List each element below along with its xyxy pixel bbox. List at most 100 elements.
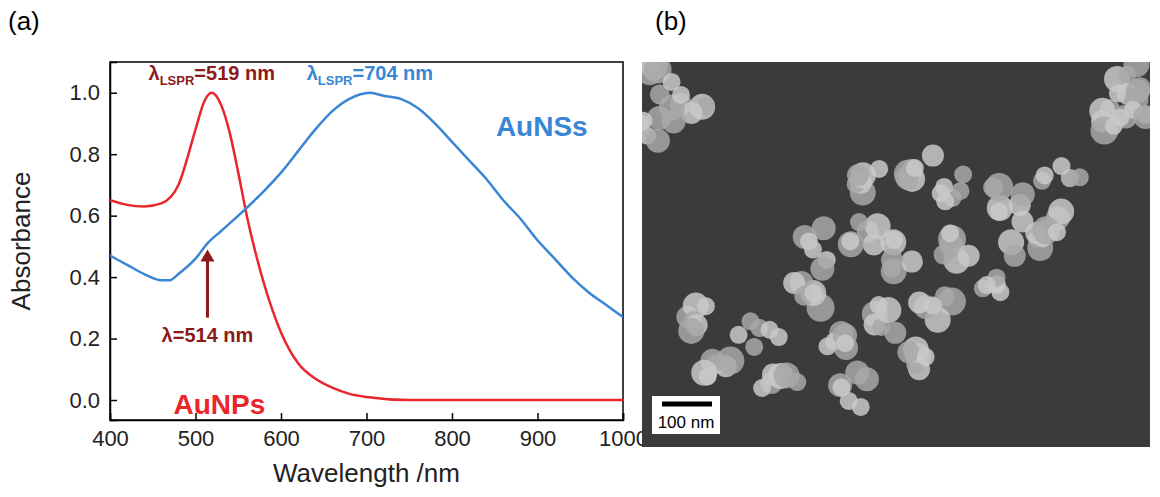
particle <box>884 322 906 344</box>
y-tick: 0.6 <box>69 203 117 228</box>
particle <box>646 129 670 153</box>
x-tick: 700 <box>349 413 386 451</box>
particle <box>954 165 972 183</box>
particle <box>800 232 818 250</box>
x-tick-mark <box>623 413 625 420</box>
annotation-text: λ <box>307 62 318 84</box>
annotation-arrow <box>206 259 209 317</box>
particle <box>934 245 954 265</box>
x-tick-mark <box>537 413 539 420</box>
y-tick: 0.0 <box>69 388 117 413</box>
particle <box>897 341 919 363</box>
x-tick-label: 900 <box>520 426 557 451</box>
particle <box>1048 223 1066 241</box>
annotation-text: λ <box>149 62 160 84</box>
particle <box>985 173 1013 201</box>
particle <box>672 86 690 104</box>
x-tick-label: 500 <box>178 426 215 451</box>
y-tick: 1.0 <box>69 80 117 105</box>
figure: 40050060070080090010000.00.20.40.60.81.0… <box>0 0 1160 497</box>
particle <box>753 379 771 397</box>
particle <box>836 334 854 352</box>
particle <box>850 213 868 231</box>
particle <box>841 232 859 250</box>
particle <box>742 312 760 330</box>
particle <box>774 362 800 388</box>
annotation: λLSPR=519 nm <box>149 62 275 88</box>
x-tick: 600 <box>263 413 300 451</box>
y-tick-mark <box>110 277 117 279</box>
x-tick: 800 <box>434 413 471 451</box>
y-axis: 0.00.20.40.60.81.0 <box>69 63 117 421</box>
x-tick-mark <box>366 413 368 420</box>
particle <box>819 337 837 355</box>
particle <box>845 360 869 384</box>
x-tick-label: 600 <box>263 426 300 451</box>
annotation-arrowhead <box>200 249 214 261</box>
particle <box>1123 62 1149 77</box>
particle <box>697 297 715 315</box>
series-line <box>110 93 623 317</box>
annotation-sub: LSPR <box>160 73 195 88</box>
particle <box>1109 84 1127 102</box>
particle <box>804 284 822 302</box>
particle <box>1111 109 1129 127</box>
particle <box>936 192 954 210</box>
particle <box>941 224 959 242</box>
particle <box>990 203 1008 221</box>
y-tick-mark <box>110 338 117 340</box>
particle <box>642 112 652 130</box>
x-tick-mark <box>452 413 454 420</box>
plot-area <box>110 93 623 400</box>
particle <box>951 182 969 200</box>
particle <box>885 231 903 249</box>
y-tick-label: 0.2 <box>69 326 100 351</box>
particle <box>917 348 935 366</box>
particle <box>1004 245 1026 267</box>
y-tick-mark <box>110 154 117 156</box>
particle <box>906 159 924 177</box>
particle <box>1036 166 1054 184</box>
particle <box>770 328 788 346</box>
annotation: λ=514 nm <box>162 324 254 346</box>
annotation-text: =519 nm <box>194 62 275 84</box>
annotation: λLSPR=704 nm <box>307 62 433 88</box>
plot-frame <box>110 62 623 420</box>
micrograph-ground <box>642 62 1150 447</box>
y-tick: 0.4 <box>69 265 117 290</box>
annotation-text: =704 nm <box>353 62 434 84</box>
scale-bar <box>662 402 712 407</box>
x-tick: 900 <box>520 413 557 451</box>
particle <box>924 296 942 314</box>
y-axis-line <box>111 63 118 421</box>
particle <box>901 251 923 273</box>
x-axis-title: Wavelength /nm <box>273 458 460 488</box>
series-label: AuNSs <box>496 111 588 142</box>
particle <box>838 231 864 257</box>
particle <box>1052 157 1070 175</box>
x-tick-label: 800 <box>434 426 471 451</box>
y-tick-label: 0.6 <box>69 203 100 228</box>
x-tick-mark <box>281 413 283 420</box>
y-tick-label: 1.0 <box>69 80 100 105</box>
particle <box>810 257 834 281</box>
particle <box>716 347 744 375</box>
panel-label: (b) <box>655 6 687 36</box>
particle <box>1011 182 1035 206</box>
series-label: AuNPs <box>174 389 266 420</box>
particle <box>881 249 903 271</box>
scale-bar-box <box>652 396 720 434</box>
particle <box>1071 168 1089 186</box>
particle <box>699 367 717 385</box>
particle <box>847 164 869 186</box>
particle <box>691 360 717 386</box>
scale-bar-label: 100 nm <box>658 413 715 432</box>
y-tick-mark <box>110 92 117 94</box>
y-tick-label: 0.4 <box>69 265 100 290</box>
particle <box>870 296 888 314</box>
annotation-sub: LSPR <box>318 73 353 88</box>
x-tick-label: 1000 <box>599 426 648 451</box>
particle <box>978 276 996 294</box>
particle <box>678 318 704 344</box>
annotation-text: λ=514 nm <box>162 324 254 346</box>
